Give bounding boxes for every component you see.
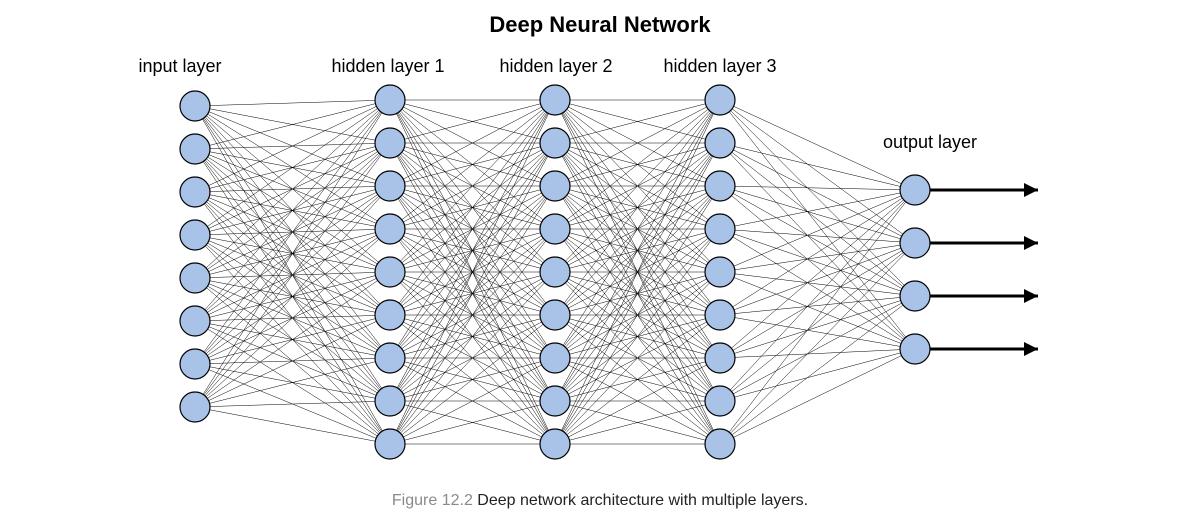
node-hidden1 bbox=[375, 85, 405, 115]
node-hidden3 bbox=[705, 429, 735, 459]
node-hidden3 bbox=[705, 214, 735, 244]
label-hidden1: hidden layer 1 bbox=[331, 56, 444, 76]
node-hidden1 bbox=[375, 300, 405, 330]
node-input bbox=[180, 91, 210, 121]
node-input bbox=[180, 177, 210, 207]
node-hidden2 bbox=[540, 343, 570, 373]
node-output bbox=[900, 175, 930, 205]
node-hidden2 bbox=[540, 214, 570, 244]
label-output: output layer bbox=[883, 132, 977, 152]
diagram-title: Deep Neural Network bbox=[489, 12, 711, 37]
node-hidden3 bbox=[705, 85, 735, 115]
node-hidden2 bbox=[540, 128, 570, 158]
node-output bbox=[900, 281, 930, 311]
node-input bbox=[180, 263, 210, 293]
node-hidden1 bbox=[375, 214, 405, 244]
node-hidden2 bbox=[540, 257, 570, 287]
node-output bbox=[900, 334, 930, 364]
node-hidden2 bbox=[540, 85, 570, 115]
node-hidden1 bbox=[375, 171, 405, 201]
node-hidden2 bbox=[540, 386, 570, 416]
node-hidden1 bbox=[375, 128, 405, 158]
node-hidden1 bbox=[375, 343, 405, 373]
node-hidden3 bbox=[705, 300, 735, 330]
canvas-bg bbox=[0, 0, 1199, 526]
figure-caption-number: Figure 12.2 bbox=[392, 492, 473, 509]
figure-caption: Figure 12.2 Deep network architecture wi… bbox=[392, 492, 808, 509]
node-input bbox=[180, 220, 210, 250]
label-hidden2: hidden layer 2 bbox=[499, 56, 612, 76]
node-hidden3 bbox=[705, 171, 735, 201]
node-input bbox=[180, 134, 210, 164]
node-hidden1 bbox=[375, 429, 405, 459]
node-hidden3 bbox=[705, 257, 735, 287]
node-hidden3 bbox=[705, 128, 735, 158]
node-hidden2 bbox=[540, 429, 570, 459]
node-hidden2 bbox=[540, 300, 570, 330]
node-input bbox=[180, 392, 210, 422]
node-hidden1 bbox=[375, 257, 405, 287]
node-hidden1 bbox=[375, 386, 405, 416]
node-output bbox=[900, 228, 930, 258]
node-hidden3 bbox=[705, 343, 735, 373]
neural-network-diagram: input layer hidden layer 1 hidden layer 2 h… bbox=[0, 0, 1199, 526]
node-input bbox=[180, 349, 210, 379]
label-hidden3: hidden layer 3 bbox=[663, 56, 776, 76]
node-hidden2 bbox=[540, 171, 570, 201]
label-input: input layer bbox=[138, 56, 221, 76]
figure-caption-text: Deep network architecture with multiple … bbox=[473, 492, 808, 509]
node-input bbox=[180, 306, 210, 336]
node-hidden3 bbox=[705, 386, 735, 416]
